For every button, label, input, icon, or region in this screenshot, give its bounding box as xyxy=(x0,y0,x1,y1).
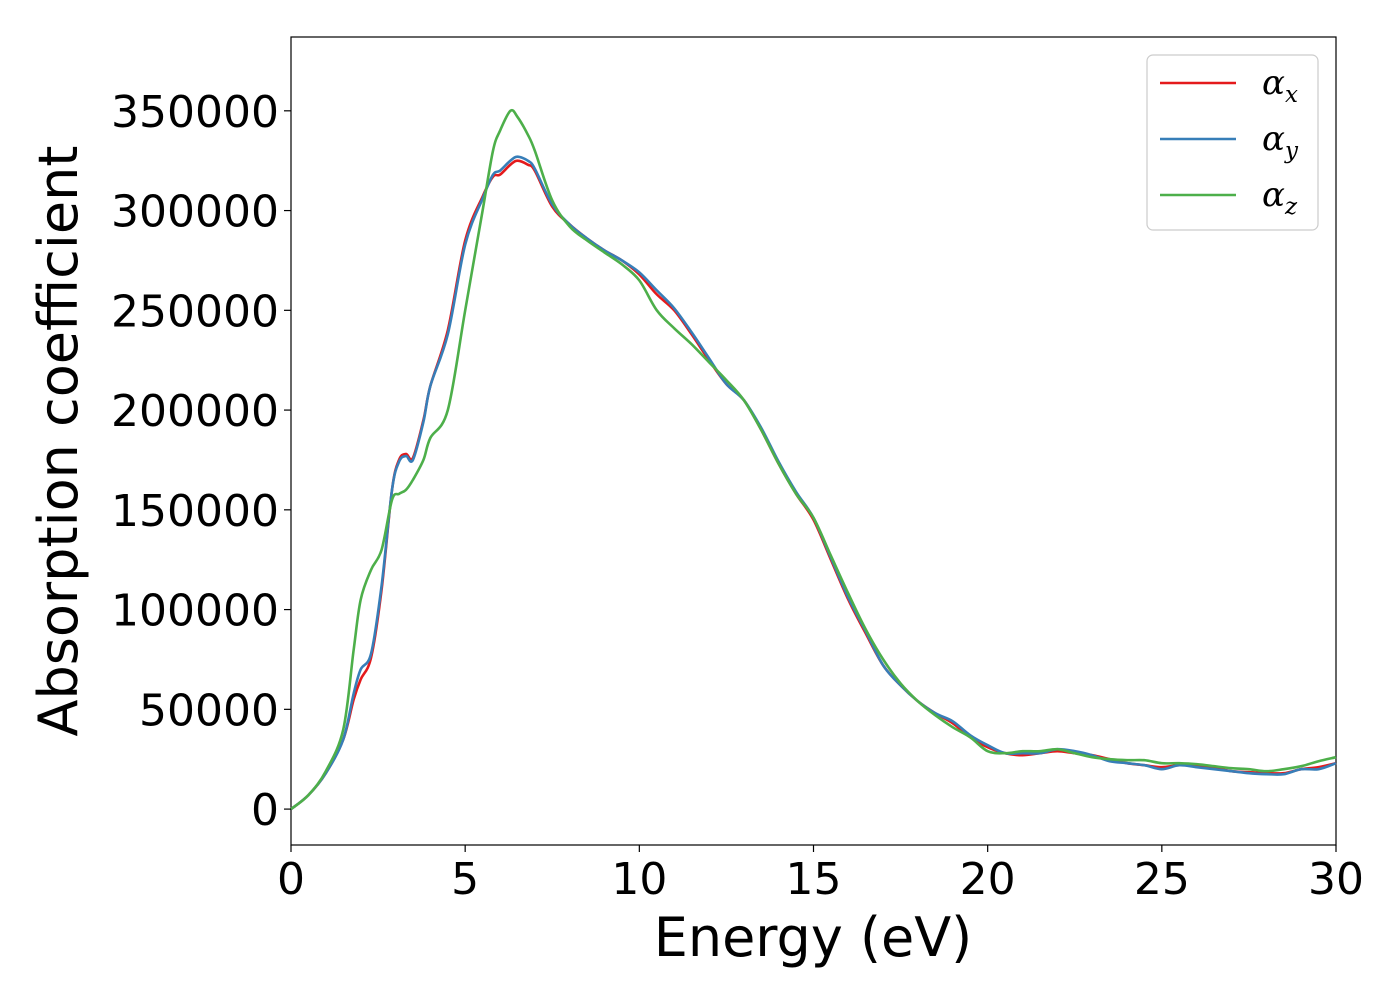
y-tick-label: 50000 xyxy=(139,685,279,736)
x-tick-label: 0 xyxy=(277,854,305,905)
series-line-alpha-x xyxy=(290,159,1337,811)
y-tick-label: 150000 xyxy=(111,486,279,537)
x-axis-label: Energy (eV) xyxy=(654,906,973,969)
x-tick-label: 5 xyxy=(451,854,479,905)
x-tick-label: 20 xyxy=(960,854,1016,905)
y-tick-label: 350000 xyxy=(111,87,279,138)
legend: αx αy αz xyxy=(1146,54,1319,231)
x-tick-label: 10 xyxy=(611,854,667,905)
y-tick-label: 300000 xyxy=(111,187,279,238)
series-line-alpha-y xyxy=(290,155,1337,811)
y-tick-label: 200000 xyxy=(111,386,279,437)
x-tick-label: 25 xyxy=(1134,854,1190,905)
legend-label-alpha-y: αy xyxy=(1262,119,1299,164)
legend-label-alpha-x: αx xyxy=(1262,63,1298,108)
legend-label-alpha-z: αz xyxy=(1262,175,1298,220)
y-tick-label: 100000 xyxy=(111,586,279,637)
series-line-alpha-z xyxy=(290,108,1337,811)
x-tick-label: 30 xyxy=(1308,854,1364,905)
y-axis-ticks: 0 50000 100000 150000 200000 250000 300000 3500… xyxy=(111,87,291,836)
y-tick-label: 250000 xyxy=(111,286,279,337)
y-tick-label: 0 xyxy=(251,785,279,836)
series-layer xyxy=(290,108,1337,811)
y-axis-label: Absorption coefficient xyxy=(27,146,90,737)
legend-box xyxy=(1146,54,1319,231)
x-tick-label: 15 xyxy=(786,854,842,905)
x-axis-ticks: 0 5 10 15 20 25 30 xyxy=(277,845,1364,905)
